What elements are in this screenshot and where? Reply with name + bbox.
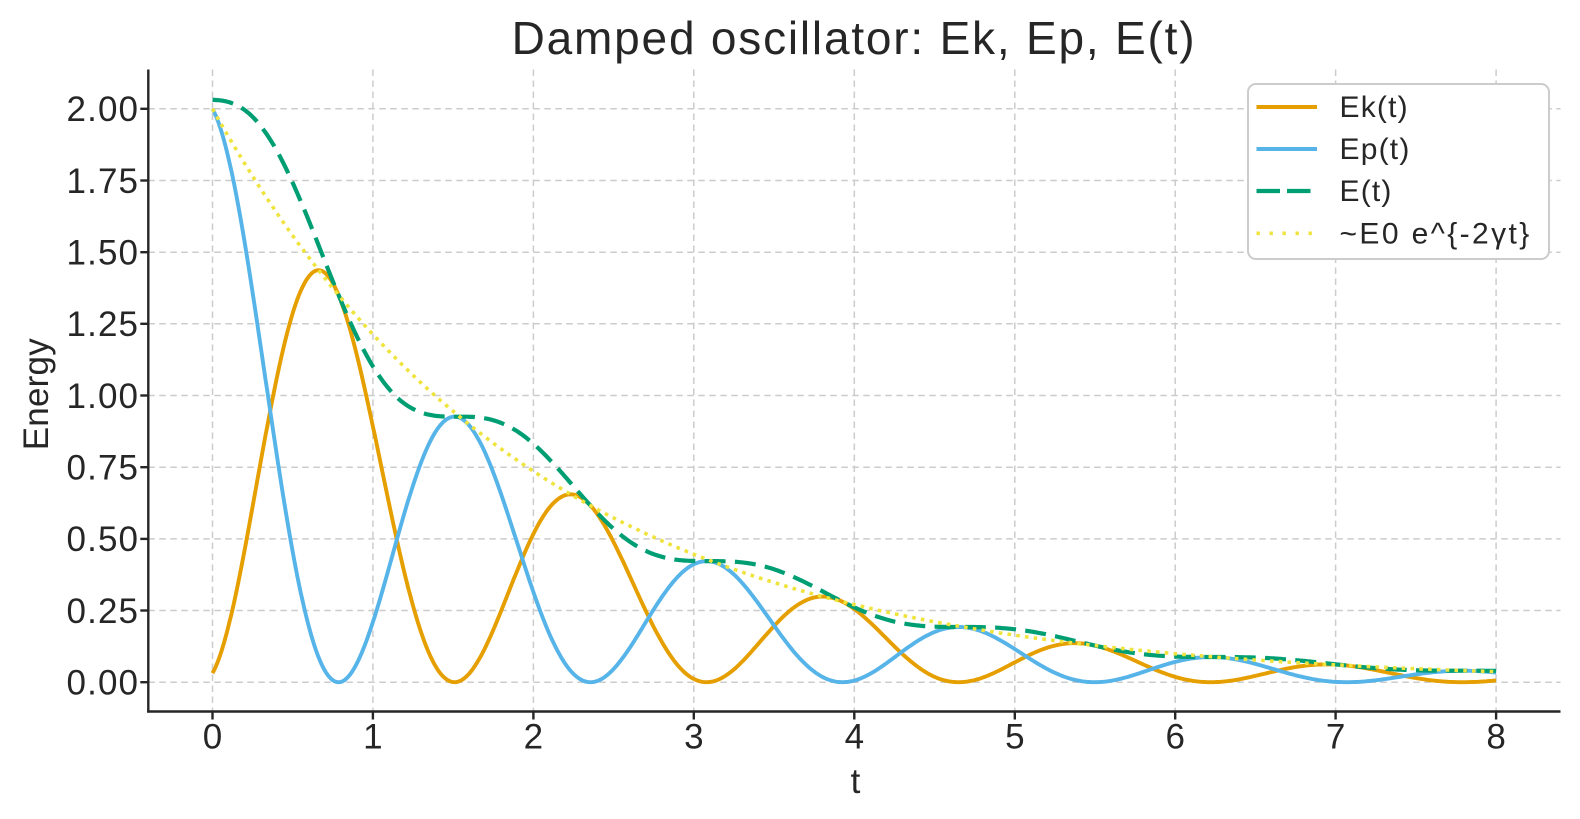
svg-text:1.25: 1.25 (67, 305, 139, 344)
svg-text:6: 6 (1165, 718, 1184, 757)
svg-text:Ek(t): Ek(t) (1340, 91, 1409, 124)
svg-text:2: 2 (524, 718, 543, 757)
svg-text:5: 5 (1005, 718, 1024, 757)
svg-text:Energy: Energy (17, 338, 56, 451)
svg-text:8: 8 (1486, 718, 1505, 757)
svg-text:0.75: 0.75 (67, 449, 139, 488)
svg-text:0.25: 0.25 (67, 592, 139, 631)
svg-text:E(t): E(t) (1340, 175, 1393, 208)
svg-text:0.00: 0.00 (67, 664, 139, 703)
svg-text:4: 4 (845, 718, 864, 757)
svg-text:0.50: 0.50 (67, 520, 139, 559)
svg-text:Ep(t): Ep(t) (1340, 133, 1411, 166)
svg-text:Damped oscillator: Ek, Ep, E(t: Damped oscillator: Ek, Ep, E(t) (512, 12, 1197, 64)
svg-text:~E0 e^{-2γt}: ~E0 e^{-2γt} (1340, 217, 1532, 250)
svg-text:t: t (851, 762, 861, 801)
svg-text:1.75: 1.75 (67, 162, 139, 201)
svg-text:1: 1 (363, 718, 382, 757)
svg-text:2.00: 2.00 (67, 90, 139, 129)
svg-text:1.00: 1.00 (67, 377, 139, 416)
svg-text:0: 0 (203, 718, 222, 757)
svg-text:1.50: 1.50 (67, 234, 139, 273)
svg-text:3: 3 (684, 718, 703, 757)
svg-text:7: 7 (1326, 718, 1345, 757)
